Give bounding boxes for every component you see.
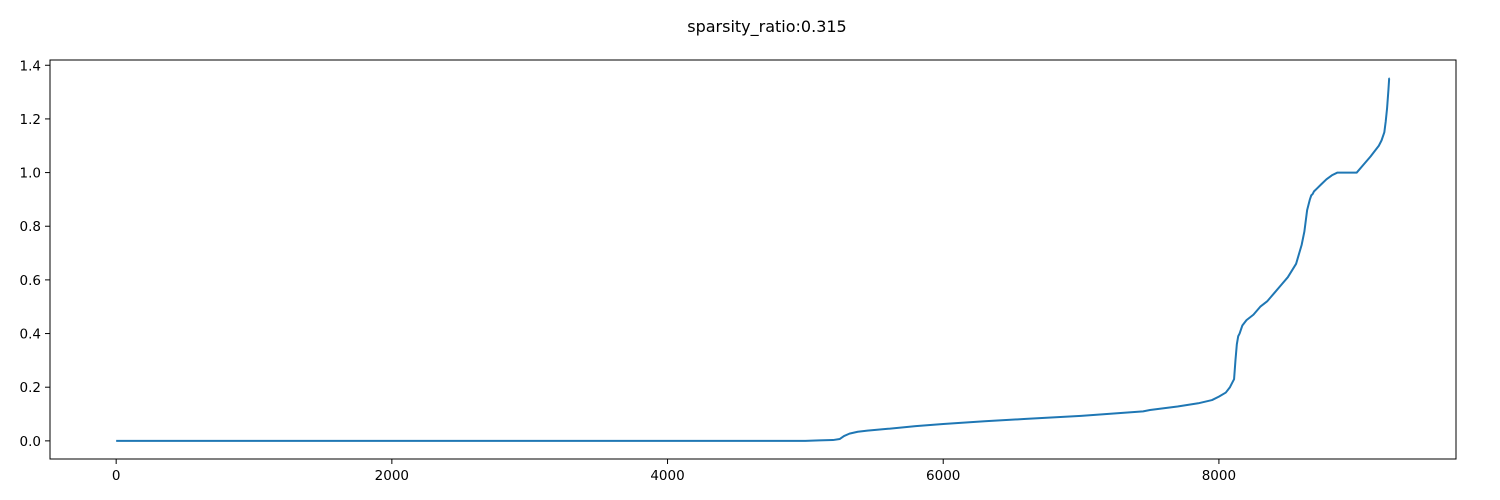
axes-frame <box>49 59 1457 460</box>
x-tick-label: 2000 <box>375 468 409 484</box>
y-tick-label: 1.2 <box>20 112 41 128</box>
y-tick-label: 1.0 <box>20 166 41 182</box>
chart-title: sparsity_ratio:0.315 <box>687 17 846 37</box>
series-line <box>116 77 1391 442</box>
y-tick-label: 0.8 <box>20 219 41 235</box>
y-tick-label: 0.0 <box>20 434 41 450</box>
y-axis: 0.0 0.2 0.4 0.6 0.8 1.0 1.2 1.4 <box>20 58 50 450</box>
plot-area <box>116 77 1391 442</box>
y-tick-label: 0.4 <box>20 327 41 343</box>
y-tick-label: 0.6 <box>20 273 41 289</box>
y-tick-label: 1.4 <box>20 58 41 74</box>
x-axis: 0 2000 4000 6000 8000 <box>112 459 1236 484</box>
x-tick-label: 6000 <box>926 468 960 484</box>
x-tick-label: 0 <box>112 468 121 484</box>
y-tick-label: 0.2 <box>20 380 41 396</box>
x-tick-label: 4000 <box>650 468 684 484</box>
x-tick-label: 8000 <box>1202 468 1236 484</box>
